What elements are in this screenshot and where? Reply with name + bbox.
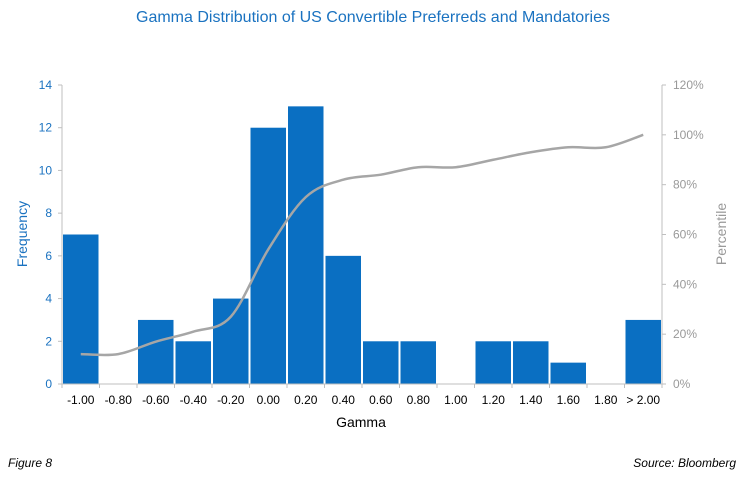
x-tick-label-1: -0.80 bbox=[105, 393, 133, 407]
bar-5 bbox=[250, 127, 286, 384]
x-tick-label-8: 0.60 bbox=[369, 393, 393, 407]
y2-tick-label-0: 0% bbox=[673, 377, 691, 391]
x-tick-label-0: -1.00 bbox=[67, 393, 95, 407]
x-tick-label-12: 1.40 bbox=[519, 393, 543, 407]
y-tick-label-1: 2 bbox=[45, 334, 52, 348]
y2-tick-label-6: 120% bbox=[673, 78, 704, 92]
chart-title: Gamma Distribution of US Convertible Pre… bbox=[136, 9, 610, 26]
bar-8 bbox=[363, 341, 399, 384]
y-tick-label-5: 10 bbox=[39, 163, 53, 177]
x-tick-label-3: -0.40 bbox=[180, 393, 208, 407]
x-tick-label-4: -0.20 bbox=[217, 393, 245, 407]
bar-3 bbox=[175, 341, 211, 384]
x-tick-label-15: > 2.00 bbox=[626, 393, 660, 407]
x-tick-label-10: 1.00 bbox=[444, 393, 468, 407]
y-axis-title: Frequency bbox=[14, 201, 30, 267]
y2-tick-label-4: 80% bbox=[673, 178, 697, 192]
bar-2 bbox=[138, 319, 174, 384]
y-tick-label-6: 12 bbox=[39, 121, 53, 135]
bar-11 bbox=[475, 341, 511, 384]
y2-tick-label-5: 100% bbox=[673, 128, 704, 142]
x-tick-label-13: 1.60 bbox=[557, 393, 581, 407]
x-axis-title: Gamma bbox=[336, 414, 386, 430]
bar-12 bbox=[513, 341, 549, 384]
percentile-line bbox=[80, 133, 644, 357]
bar-0 bbox=[63, 234, 99, 384]
y2-axis-title: Percentile bbox=[713, 203, 729, 265]
y-tick-label-4: 8 bbox=[45, 206, 52, 220]
bar-6 bbox=[288, 106, 324, 384]
bar-7 bbox=[325, 255, 361, 384]
x-tick-label-9: 0.80 bbox=[407, 393, 431, 407]
bar-13 bbox=[550, 362, 586, 384]
y-tick-label-7: 14 bbox=[39, 78, 53, 92]
bar-15 bbox=[625, 319, 661, 384]
y-tick-label-0: 0 bbox=[45, 377, 52, 391]
x-tick-label-11: 1.20 bbox=[482, 393, 506, 407]
source-note: Source: Bloomberg bbox=[633, 456, 736, 470]
y2-tick-label-3: 60% bbox=[673, 228, 697, 242]
x-tick-label-2: -0.60 bbox=[142, 393, 170, 407]
y2-tick-label-1: 20% bbox=[673, 327, 697, 341]
y2-tick-label-2: 40% bbox=[673, 277, 697, 291]
y-tick-label-3: 6 bbox=[45, 249, 52, 263]
x-tick-label-7: 0.40 bbox=[332, 393, 356, 407]
x-tick-label-14: 1.80 bbox=[594, 393, 618, 407]
bar-9 bbox=[400, 341, 436, 384]
x-tick-label-6: 0.20 bbox=[294, 393, 318, 407]
x-tick-label-5: 0.00 bbox=[257, 393, 281, 407]
bar-4 bbox=[213, 298, 249, 384]
figure-caption: Figure 8 bbox=[8, 456, 53, 470]
y-tick-label-2: 4 bbox=[45, 292, 52, 306]
